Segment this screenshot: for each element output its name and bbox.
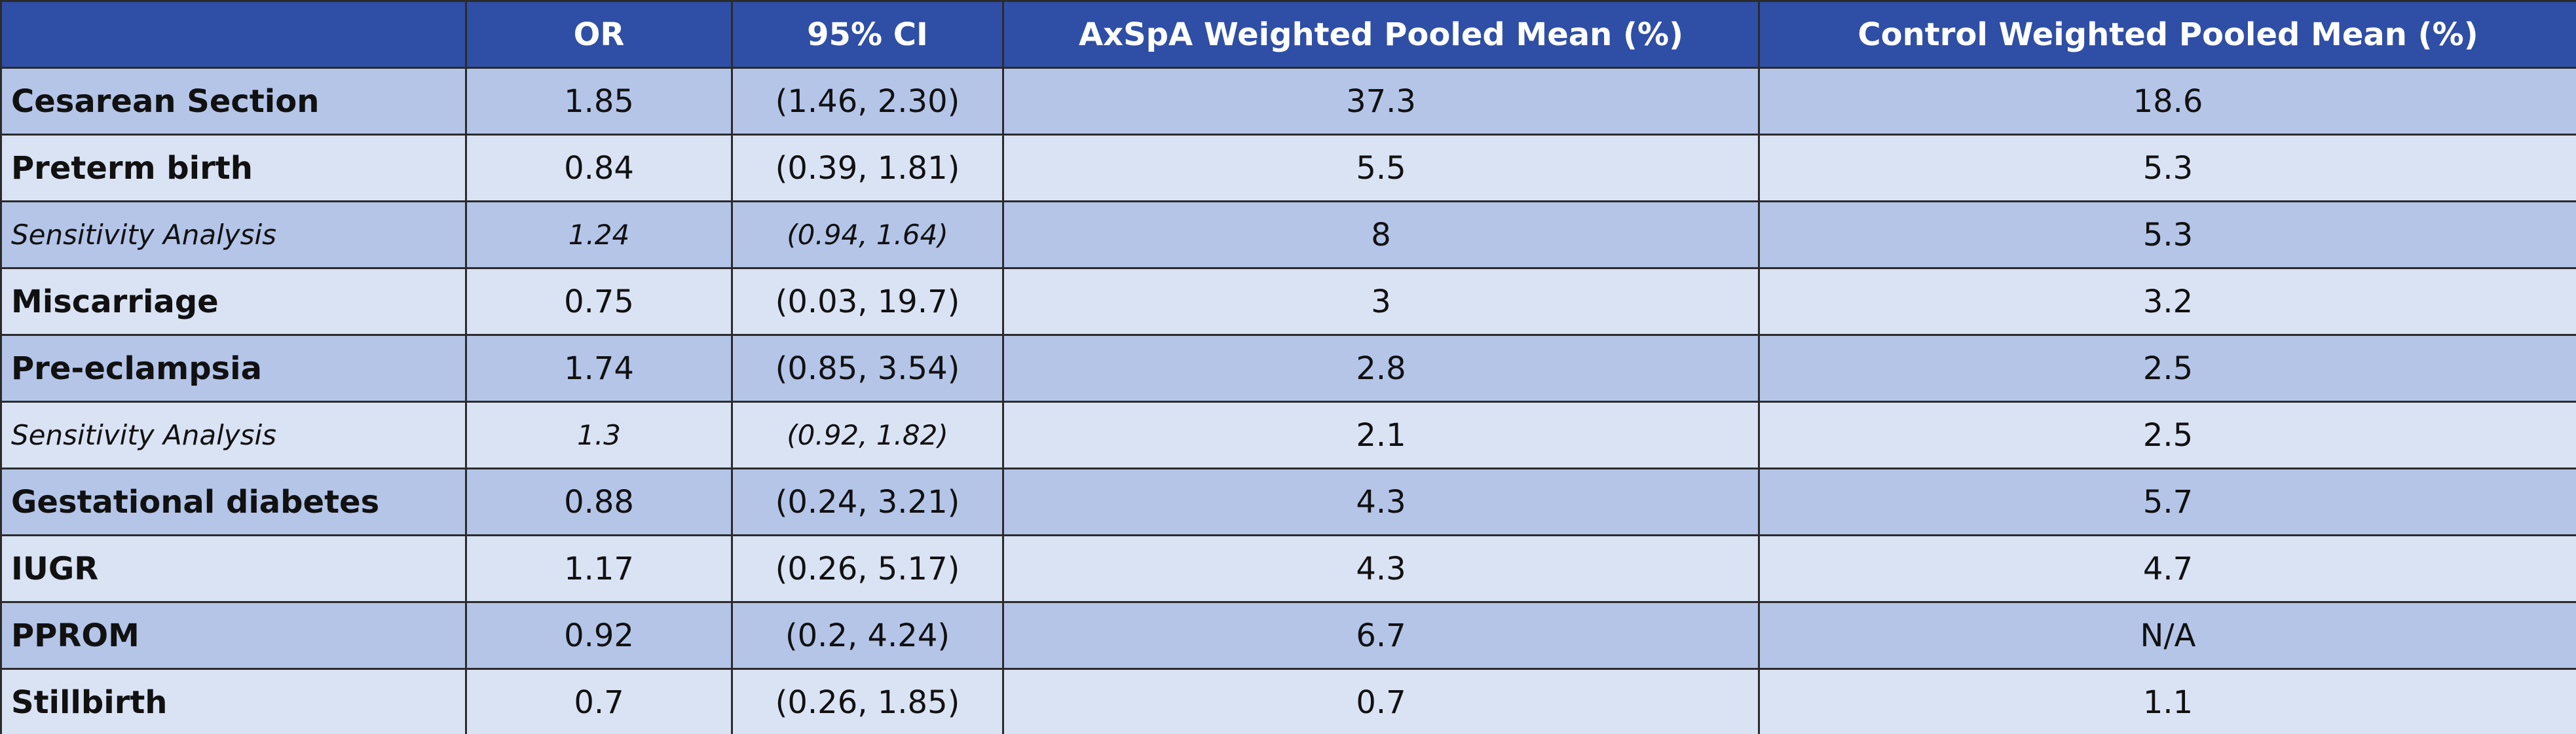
row-label: Stillbirth	[0, 668, 467, 734]
cell: 5.5	[1002, 134, 1760, 202]
header-cell: AxSpA Weighted Pooled Mean (%)	[1002, 0, 1760, 69]
cell: 37.3	[1002, 67, 1760, 136]
row-label: Pre-eclampsia	[0, 334, 467, 403]
cell: 1.24	[465, 200, 733, 269]
header-row: OR 95% CI AxSpA Weighted Pooled Mean (%) Co…	[0, 0, 2576, 69]
cell: 1.17	[465, 534, 733, 603]
row-label: Preterm birth	[0, 134, 467, 202]
table-row: IUGR 1.17 (0.26, 5.17) 4.3 4.7	[0, 534, 2576, 603]
cell: 0.92	[465, 601, 733, 670]
row-label: PPROM	[0, 601, 467, 670]
table-row: Gestational diabetes 0.88 (0.24, 3.21) 4.3 5…	[0, 468, 2576, 536]
table-row: Pre-eclampsia 1.74 (0.85, 3.54) 2.8 2.5	[0, 334, 2576, 403]
table-row: Sensitivity Analysis 1.24 (0.94, 1.64) 8 5.3	[0, 200, 2576, 269]
cell: (0.24, 3.21)	[731, 468, 1004, 536]
cell: 1.3	[465, 401, 733, 469]
cell: 5.3	[1758, 200, 2576, 269]
table-row: Miscarriage 0.75 (0.03, 19.7) 3 3.2	[0, 267, 2576, 336]
table-row: PPROM 0.92 (0.2, 4.24) 6.7 N/A	[0, 601, 2576, 670]
cell: 0.7	[465, 668, 733, 734]
cell: (0.2, 4.24)	[731, 601, 1004, 670]
cell: 6.7	[1002, 601, 1760, 670]
row-label: Sensitivity Analysis	[0, 200, 467, 269]
cell: 3	[1002, 267, 1760, 336]
cell: 0.84	[465, 134, 733, 202]
cell: 4.3	[1002, 534, 1760, 603]
table-row: Cesarean Section 1.85 (1.46, 2.30) 37.3 18.6	[0, 67, 2576, 136]
cell: 4.3	[1002, 468, 1760, 536]
cell: 5.7	[1758, 468, 2576, 536]
cell: 0.88	[465, 468, 733, 536]
cell: (0.26, 1.85)	[731, 668, 1004, 734]
cell: 8	[1002, 200, 1760, 269]
cell: (0.85, 3.54)	[731, 334, 1004, 403]
cell: 2.1	[1002, 401, 1760, 469]
row-label: Miscarriage	[0, 267, 467, 336]
row-label: Gestational diabetes	[0, 468, 467, 536]
cell: 0.75	[465, 267, 733, 336]
table-row: Stillbirth 0.7 (0.26, 1.85) 0.7 1.1	[0, 668, 2576, 734]
cell: 1.74	[465, 334, 733, 403]
cell: (0.92, 1.82)	[731, 401, 1004, 469]
cell: 0.7	[1002, 668, 1760, 734]
header-cell: 95% CI	[731, 0, 1004, 69]
row-label: Cesarean Section	[0, 67, 467, 136]
header-blank	[0, 0, 467, 69]
cell: 5.3	[1758, 134, 2576, 202]
cell: 2.5	[1758, 334, 2576, 403]
cell: 1.1	[1758, 668, 2576, 734]
row-label: Sensitivity Analysis	[0, 401, 467, 469]
cell: N/A	[1758, 601, 2576, 670]
table-body: Cesarean Section 1.85 (1.46, 2.30) 37.3 18.6…	[0, 67, 2576, 734]
cell: 4.7	[1758, 534, 2576, 603]
cell: 3.2	[1758, 267, 2576, 336]
cell: (1.46, 2.30)	[731, 67, 1004, 136]
row-label: IUGR	[0, 534, 467, 603]
table-row: Preterm birth 0.84 (0.39, 1.81) 5.5 5.3	[0, 134, 2576, 202]
header-cell: Control Weighted Pooled Mean (%)	[1758, 0, 2576, 69]
table-row: Sensitivity Analysis 1.3 (0.92, 1.82) 2.1 2.…	[0, 401, 2576, 469]
cell: (0.26, 5.17)	[731, 534, 1004, 603]
cell: 1.85	[465, 67, 733, 136]
cell: (0.03, 19.7)	[731, 267, 1004, 336]
cell: 2.5	[1758, 401, 2576, 469]
cell: (0.94, 1.64)	[731, 200, 1004, 269]
cell: 2.8	[1002, 334, 1760, 403]
cell: (0.39, 1.81)	[731, 134, 1004, 202]
cell: 18.6	[1758, 67, 2576, 136]
header-cell: OR	[465, 0, 733, 69]
